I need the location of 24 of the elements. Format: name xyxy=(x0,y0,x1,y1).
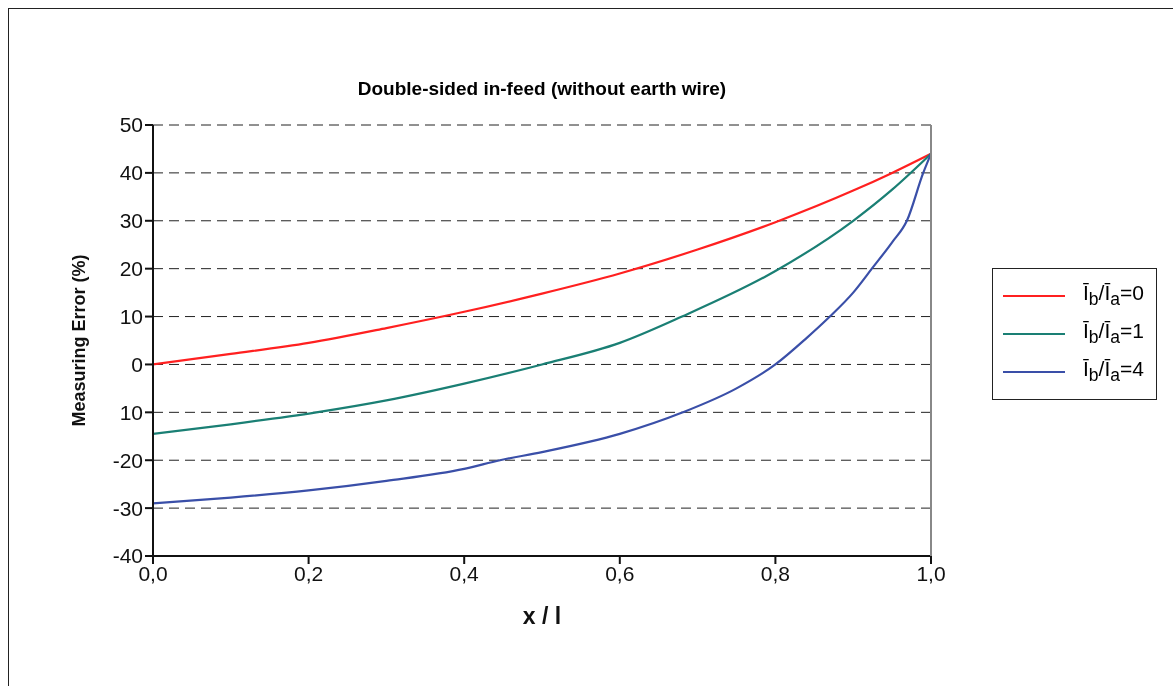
y-tick-label: 0 xyxy=(131,352,143,376)
line-series xyxy=(153,152,931,435)
chart-title: Double-sided in-feed (without earth wire) xyxy=(356,78,728,100)
x-axis-title: x / l xyxy=(522,603,562,629)
y-tick-label: 30 xyxy=(119,209,143,233)
y-tick-label: 20 xyxy=(119,257,143,281)
y-tick-label: 40 xyxy=(119,161,143,185)
line-series xyxy=(153,152,931,366)
y-tick-label: -20 xyxy=(112,448,143,472)
y-tick-label: -40 xyxy=(112,544,143,568)
y-tick-label: 10 xyxy=(119,400,143,424)
legend-label: Ī$_{b}$/Ī$_{a}$=1 xyxy=(1083,319,1144,349)
y-tick-label: -30 xyxy=(112,496,143,520)
line-series xyxy=(153,152,931,505)
legend-label: Ī$_{b}$/Ī$_{a}$=4 xyxy=(1083,357,1144,387)
y-tick-label: 10 xyxy=(119,305,143,329)
legend-label: Ī$_{b}$/Ī$_{a}$=0 xyxy=(1083,281,1144,311)
x-tick-label: 0,2 xyxy=(294,561,324,585)
x-tick-label: 1,0 xyxy=(916,561,946,585)
x-tick-label: 0,4 xyxy=(449,561,480,585)
x-tick-label: 0,6 xyxy=(605,561,635,585)
y-tick-label: 50 xyxy=(119,113,143,137)
y-axis-title: Measuring Error (%) xyxy=(69,254,90,427)
x-tick-label: 0,8 xyxy=(760,561,790,585)
